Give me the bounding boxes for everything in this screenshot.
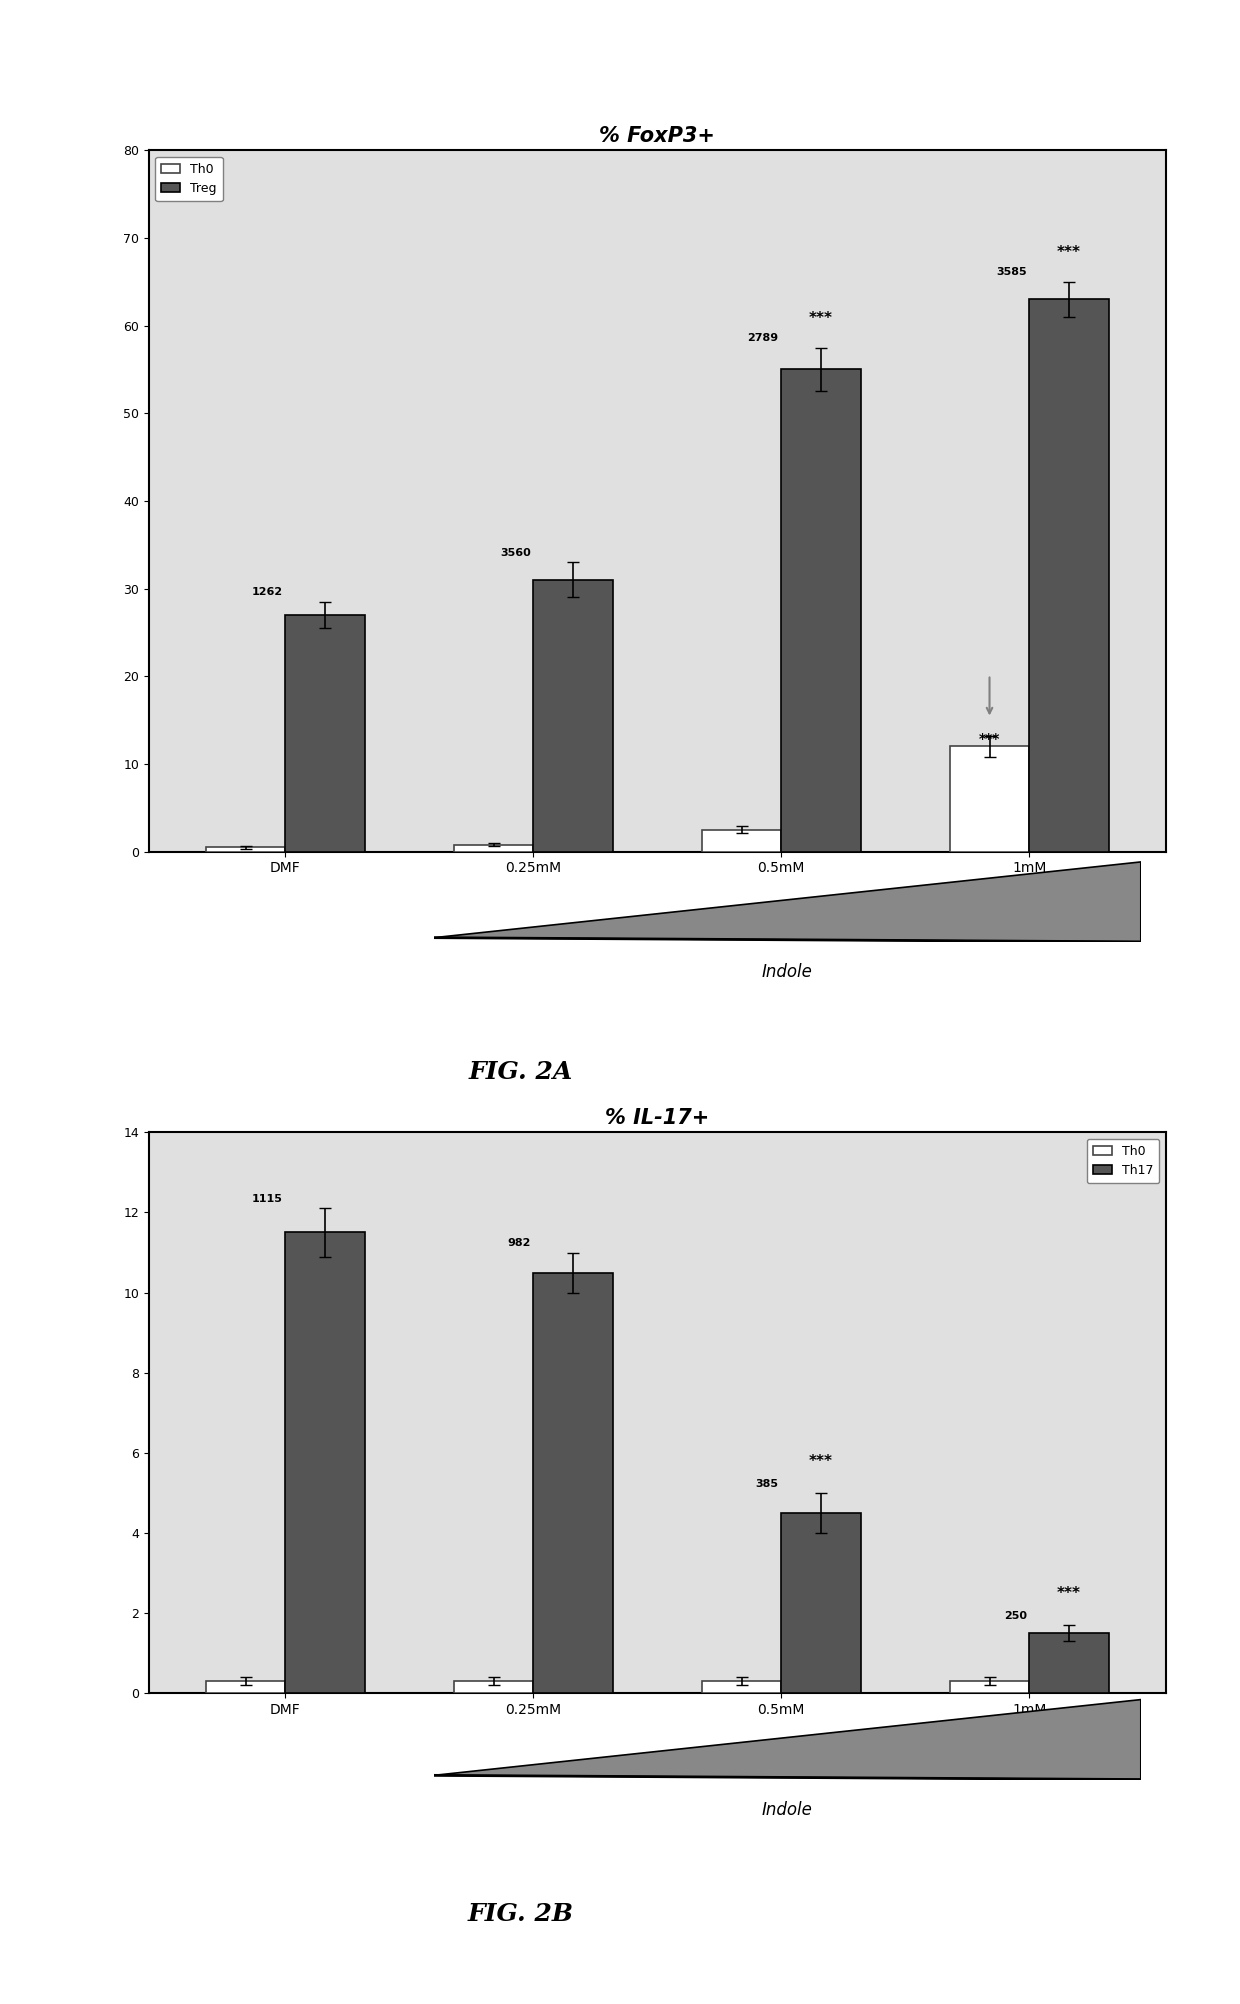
Bar (781, 1513, 861, 1693)
Bar (950, 1681, 1029, 1693)
Text: 3560: 3560 (500, 547, 531, 557)
Bar (206, 848, 285, 852)
Bar (1029, 299, 1109, 852)
Text: ***: *** (808, 1455, 833, 1469)
Bar (285, 1232, 365, 1693)
Text: 2789: 2789 (748, 333, 779, 343)
Text: ***: *** (978, 731, 1001, 745)
Text: 1115: 1115 (252, 1194, 283, 1204)
Bar (1029, 1633, 1109, 1693)
Text: FIG. 2B: FIG. 2B (467, 1902, 574, 1926)
Bar (533, 579, 613, 852)
Text: ***: *** (808, 311, 833, 327)
Text: Indole: Indole (761, 1802, 813, 1818)
Legend: Th0, Th17: Th0, Th17 (1086, 1138, 1159, 1182)
Title: % IL-17+: % IL-17+ (605, 1108, 709, 1128)
Text: 385: 385 (755, 1479, 779, 1489)
Bar (702, 1681, 781, 1693)
Text: Indole: Indole (761, 964, 813, 980)
Bar (206, 1681, 285, 1693)
Bar (702, 830, 781, 852)
Legend: Th0, Treg: Th0, Treg (155, 156, 223, 200)
Title: % FoxP3+: % FoxP3+ (599, 126, 715, 146)
Text: 982: 982 (507, 1238, 531, 1248)
Polygon shape (434, 862, 1141, 942)
Text: 1262: 1262 (252, 587, 283, 597)
Text: 3585: 3585 (996, 267, 1027, 277)
Text: ***: *** (1056, 244, 1081, 261)
Bar (950, 747, 1029, 852)
Bar (533, 1273, 613, 1693)
Bar (454, 846, 533, 852)
Text: 250: 250 (1003, 1611, 1027, 1621)
Polygon shape (434, 1699, 1141, 1780)
Bar (285, 615, 365, 852)
Text: FIG. 2A: FIG. 2A (469, 1060, 573, 1084)
Bar (454, 1681, 533, 1693)
Bar (781, 369, 861, 852)
Text: ***: *** (1056, 1587, 1081, 1601)
